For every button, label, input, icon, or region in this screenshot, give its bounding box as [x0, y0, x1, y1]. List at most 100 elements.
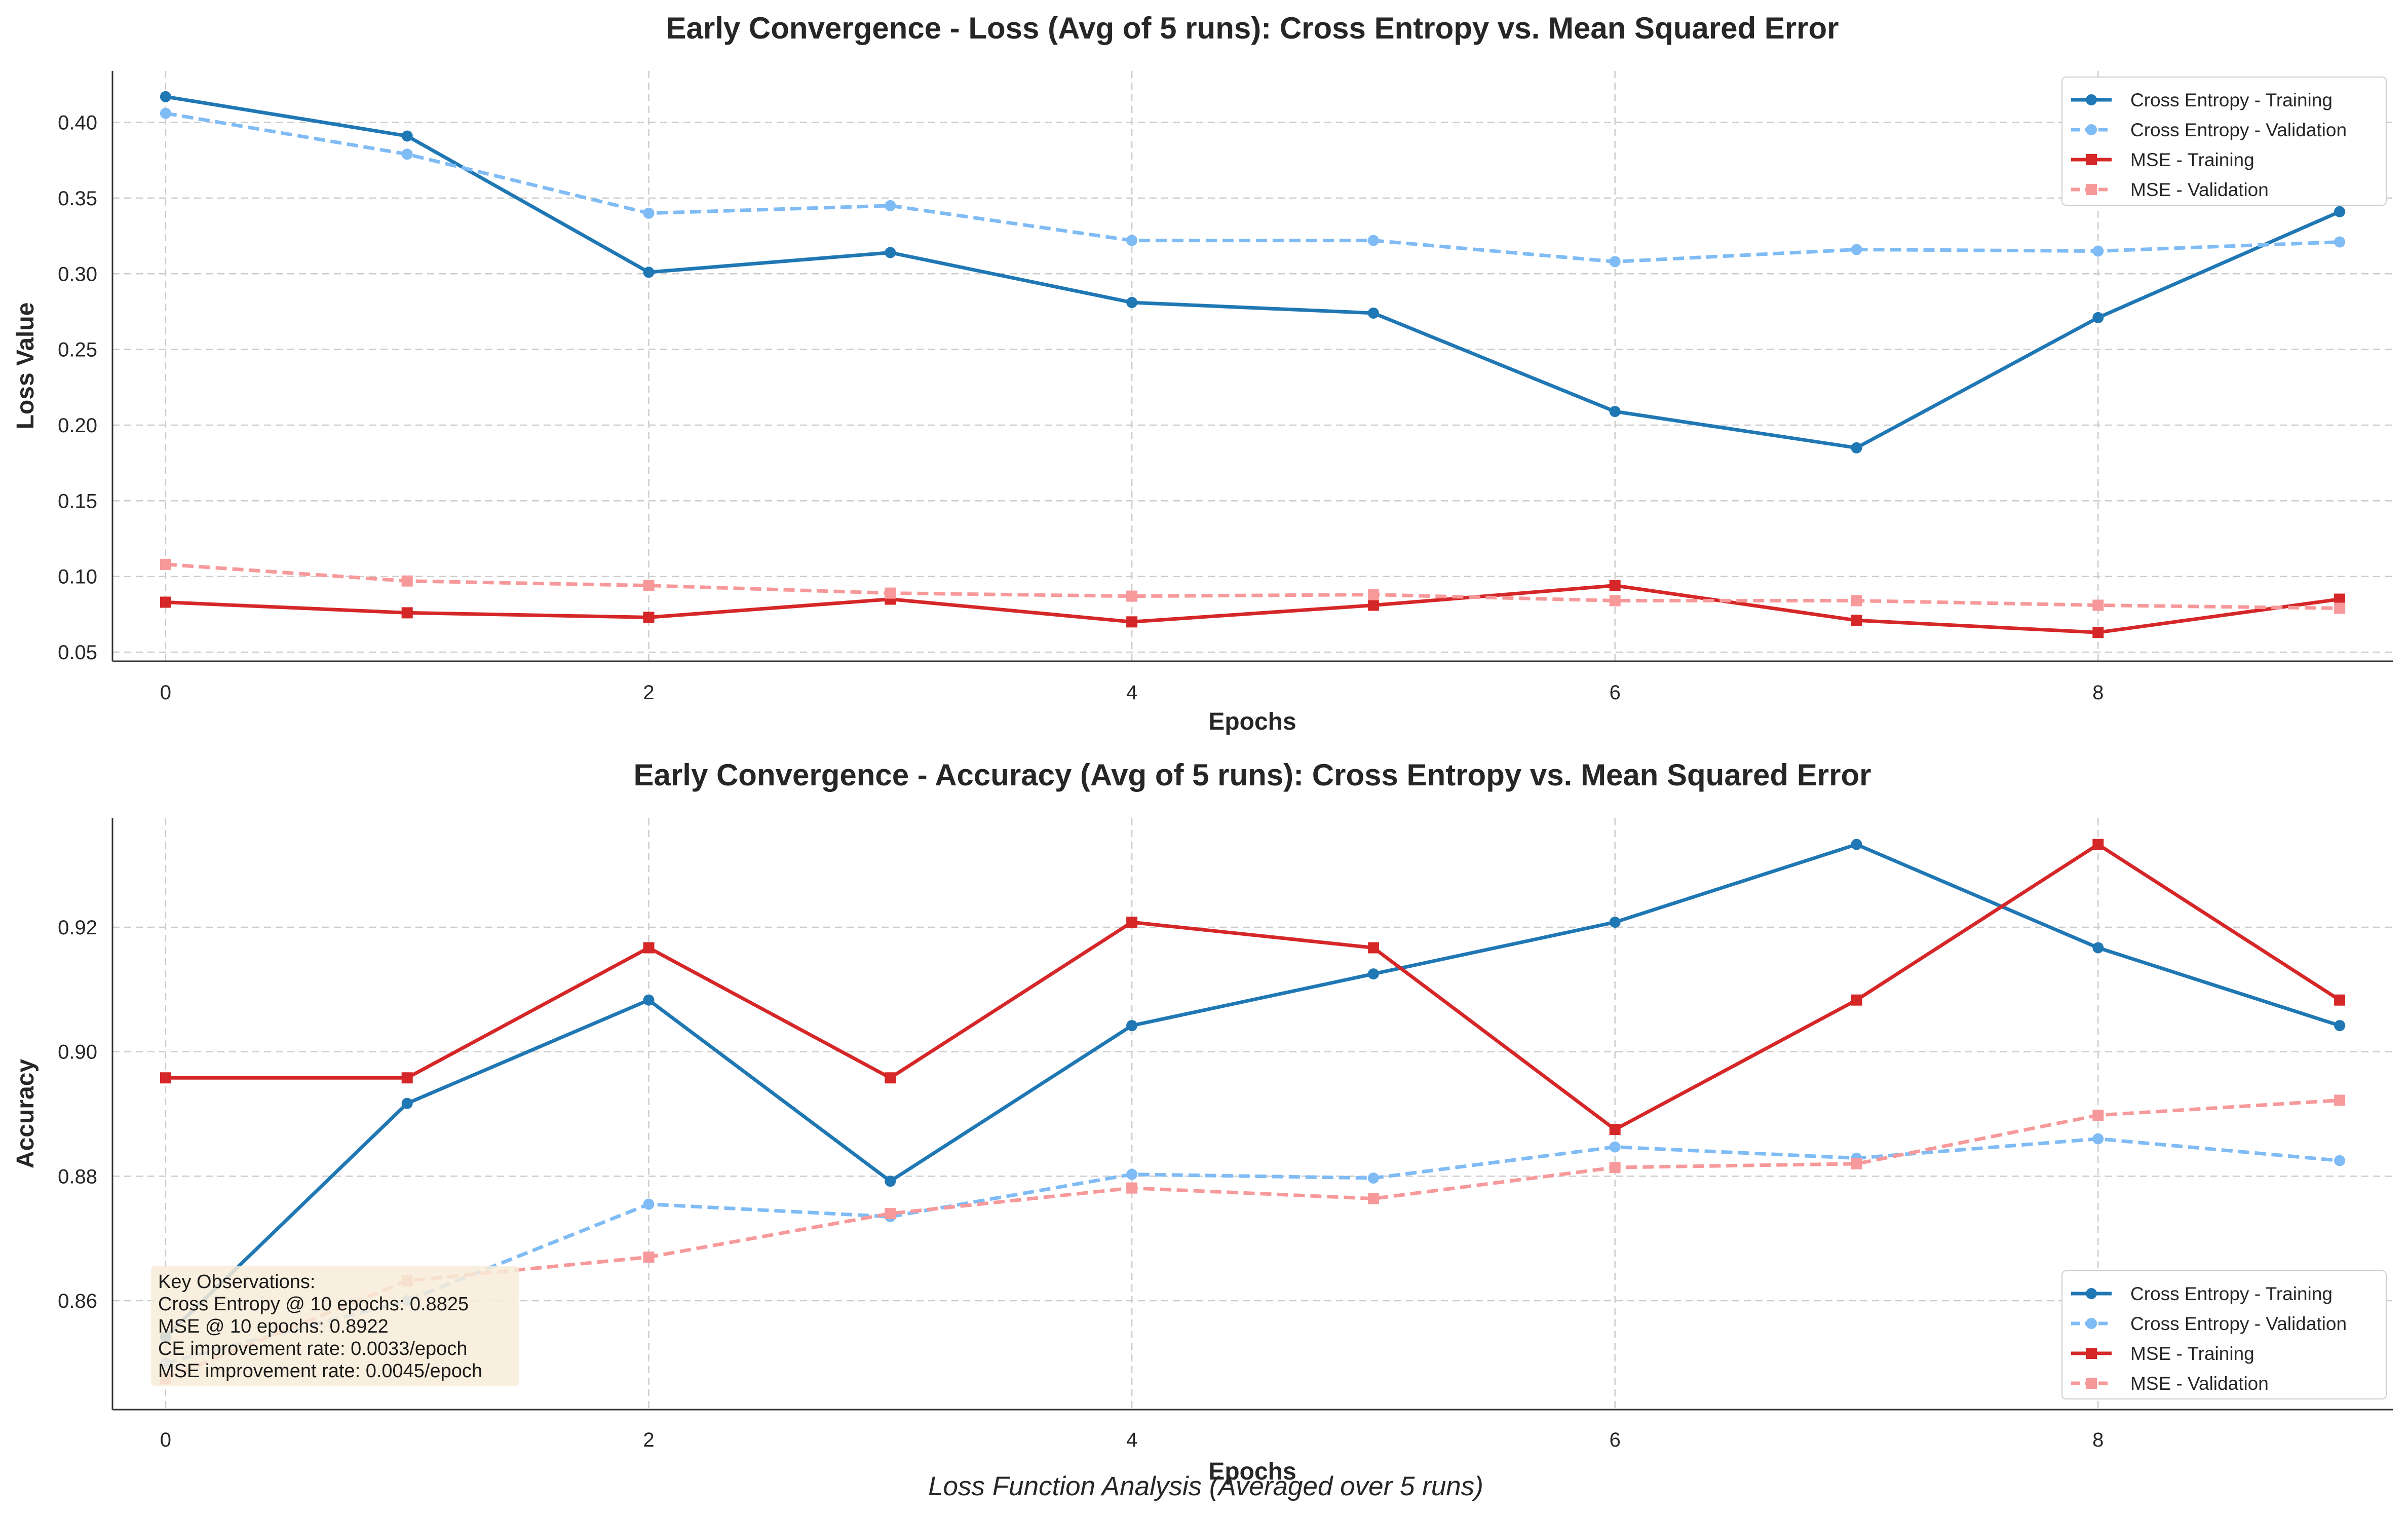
accuracy-y-axis-label: Accuracy — [12, 1059, 39, 1168]
accuracy-data-point — [1367, 968, 1379, 980]
loss-legend: Cross Entropy - Training Cross Entropy -… — [2061, 77, 2387, 206]
loss-data-point — [2334, 236, 2346, 248]
loss-data-point — [643, 612, 655, 623]
loss-series-1 — [160, 107, 2346, 268]
loss-data-point — [2092, 627, 2104, 638]
loss-y-tick-label: 0.25 — [58, 339, 97, 361]
accuracy-legend-entry: Cross Entropy - Training — [2071, 1283, 2333, 1304]
accuracy-x-tick-label: 4 — [1126, 1429, 1137, 1451]
loss-data-point — [885, 587, 896, 599]
loss-grid — [112, 71, 2393, 661]
loss-y-tick-label: 0.35 — [58, 187, 97, 210]
loss-data-point — [1609, 256, 1621, 268]
loss-data-point — [2092, 245, 2104, 257]
loss-data-point — [1609, 406, 1621, 418]
accuracy-chart-panel: Early Convergence - Accuracy (Avg of 5 r… — [12, 758, 2393, 1485]
loss-y-axis-label: Loss Value — [12, 302, 39, 430]
loss-data-point — [1367, 307, 1379, 319]
accuracy-data-point — [1609, 1124, 1621, 1135]
loss-legend-entry: Cross Entropy - Validation — [2071, 120, 2347, 140]
accuracy-legend-swatch — [2071, 1378, 2112, 1389]
accuracy-data-point — [1367, 1193, 1379, 1204]
accuracy-data-point — [2334, 1094, 2346, 1106]
loss-data-point — [2334, 602, 2346, 614]
accuracy-y-tick-label: 0.88 — [58, 1165, 97, 1188]
loss-series-0 — [160, 91, 2346, 453]
loss-data-point — [1367, 589, 1379, 600]
key-observations-line: CE improvement rate: 0.0033/epoch — [158, 1338, 467, 1359]
accuracy-series-line — [164, 843, 2342, 1339]
loss-data-point — [1851, 615, 1862, 626]
loss-data-point — [401, 130, 413, 142]
accuracy-legend-marker — [2086, 1288, 2097, 1299]
loss-data-point — [1126, 616, 1138, 628]
loss-x-tick-label: 6 — [1610, 681, 1621, 704]
accuracy-legend-marker — [2086, 1348, 2097, 1359]
accuracy-x-ticks: 0 2 4 6 8 — [160, 1429, 2104, 1451]
accuracy-y-tick-label: 0.90 — [58, 1041, 97, 1064]
key-observations-line: MSE @ 10 epochs: 0.8922 — [158, 1316, 389, 1337]
loss-data-point — [1609, 580, 1621, 591]
loss-data-point — [1851, 595, 1862, 607]
accuracy-legend: Cross Entropy - Training Cross Entropy -… — [2061, 1270, 2387, 1399]
loss-data-point — [1609, 595, 1621, 607]
accuracy-x-tick-label: 0 — [160, 1429, 171, 1451]
accuracy-legend-label: Cross Entropy - Validation — [2130, 1313, 2347, 1334]
accuracy-data-point — [1609, 917, 1621, 928]
accuracy-series-line — [164, 843, 2342, 1131]
loss-data-point — [160, 558, 171, 570]
accuracy-data-point — [2334, 994, 2346, 1006]
key-observations-heading: Key Observations: — [158, 1271, 315, 1293]
accuracy-data-point — [2092, 942, 2104, 954]
accuracy-data-point — [2334, 1020, 2346, 1032]
accuracy-data-point — [1609, 1162, 1621, 1173]
loss-x-ticks: 0 2 4 6 8 — [160, 681, 2104, 704]
accuracy-legend-marker — [2086, 1378, 2097, 1389]
loss-legend-marker — [2086, 124, 2097, 135]
accuracy-series-line — [165, 1137, 2340, 1365]
loss-data-point — [1126, 235, 1138, 246]
accuracy-legend-swatch — [2071, 1318, 2112, 1329]
accuracy-legend-swatch — [2071, 1348, 2112, 1359]
loss-chart-panel: Early Convergence - Loss (Avg of 5 runs)… — [12, 11, 2393, 735]
loss-data-point — [160, 596, 171, 608]
accuracy-data-point — [643, 994, 655, 1006]
loss-data-point — [401, 148, 413, 160]
loss-data-point — [1367, 599, 1379, 611]
loss-data-point — [2092, 599, 2104, 611]
accuracy-data-point — [1609, 1141, 1621, 1153]
loss-y-tick-label: 0.10 — [58, 566, 97, 588]
accuracy-x-axis-label: Epochs — [1208, 1458, 1296, 1485]
loss-data-point — [401, 575, 413, 587]
accuracy-data-point — [1367, 942, 1379, 954]
loss-data-point — [1367, 235, 1379, 246]
loss-legend-frame — [2061, 77, 2387, 206]
loss-x-tick-label: 0 — [160, 681, 171, 704]
loss-legend-marker — [2086, 154, 2097, 165]
loss-series-line — [165, 111, 2340, 263]
key-observations-line: MSE improvement rate: 0.0045/epoch — [158, 1360, 482, 1382]
accuracy-legend-entry: MSE - Validation — [2071, 1373, 2269, 1394]
accuracy-legend-label: MSE - Validation — [2130, 1373, 2269, 1394]
loss-data-point — [2334, 206, 2346, 217]
loss-data-point — [160, 107, 171, 119]
loss-series — [160, 91, 2346, 638]
accuracy-data-point — [1367, 1172, 1379, 1184]
loss-series-line — [164, 584, 2342, 634]
accuracy-legend-marker — [2086, 1318, 2097, 1329]
loss-legend-swatch — [2071, 154, 2112, 165]
accuracy-legend-entry: MSE - Training — [2071, 1343, 2254, 1364]
loss-series-3 — [160, 558, 2346, 614]
loss-chart-title: Early Convergence - Loss (Avg of 5 runs)… — [666, 11, 1839, 45]
loss-legend-marker — [2086, 94, 2097, 105]
loss-legend-entry: MSE - Validation — [2071, 179, 2269, 200]
accuracy-series-line — [165, 1099, 2340, 1380]
accuracy-data-point — [2092, 1109, 2104, 1121]
loss-data-point — [160, 91, 171, 102]
accuracy-data-point — [1851, 839, 1862, 850]
loss-legend-entry: Cross Entropy - Training — [2071, 90, 2333, 110]
key-observations-line: Cross Entropy @ 10 epochs: 0.8825 — [158, 1294, 469, 1315]
accuracy-data-point — [160, 1072, 171, 1084]
accuracy-data-point — [643, 942, 655, 954]
